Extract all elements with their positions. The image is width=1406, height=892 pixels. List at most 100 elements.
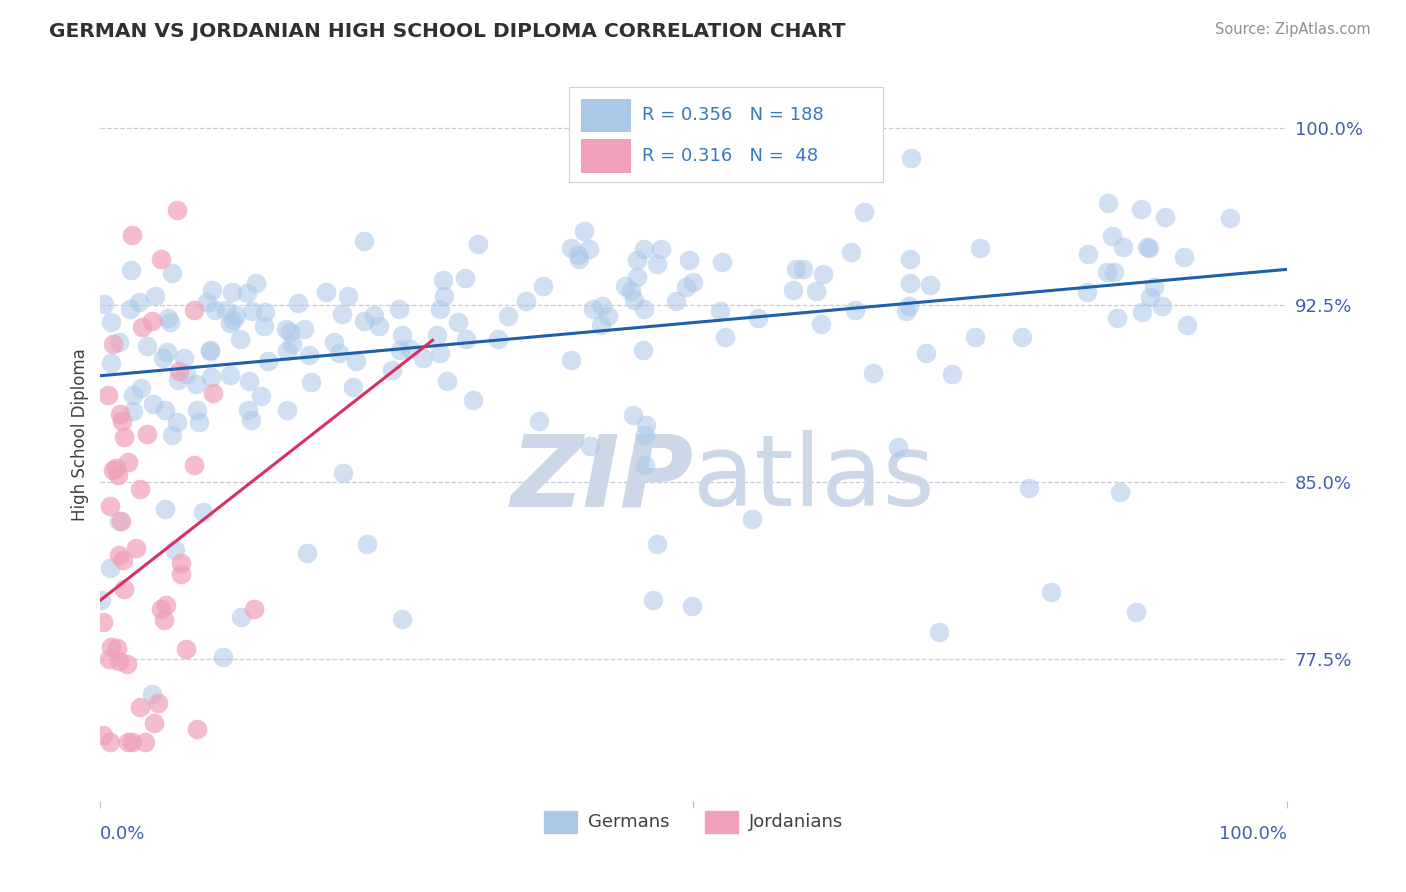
Point [894, 303, 917, 318]
Point [315, 285, 337, 299]
Point [631, 343, 654, 358]
Point [634, 428, 657, 442]
Point [129, 482, 152, 496]
Point [898, 277, 921, 291]
Point [461, 392, 484, 407]
Point [714, 329, 737, 343]
Point [146, 696, 169, 710]
Point [429, 346, 451, 360]
Point [782, 283, 804, 297]
Point [454, 271, 477, 285]
Point [90, 592, 112, 607]
Point [636, 418, 658, 433]
Point [159, 315, 181, 329]
Point [186, 402, 208, 417]
Point [363, 308, 385, 322]
Point [356, 537, 378, 551]
Point [215, 302, 238, 317]
Point [186, 722, 208, 736]
Point [1175, 318, 1198, 332]
Point [131, 381, 153, 395]
Point [100, 356, 122, 370]
Point [433, 289, 456, 303]
Point [153, 502, 176, 516]
Point [276, 343, 298, 358]
Point [281, 337, 304, 351]
Point [228, 332, 250, 346]
Point [98, 500, 121, 514]
Point [193, 506, 215, 520]
Point [681, 599, 703, 614]
Point [675, 280, 697, 294]
FancyBboxPatch shape [581, 98, 630, 132]
Point [1097, 195, 1119, 210]
Text: 100.0%: 100.0% [1219, 825, 1286, 843]
Point [103, 337, 125, 351]
Point [1101, 229, 1123, 244]
Point [432, 273, 454, 287]
Point [257, 354, 280, 368]
Point [515, 293, 537, 308]
Point [200, 343, 222, 357]
Point [342, 379, 364, 393]
Point [391, 612, 413, 626]
Point [120, 263, 142, 277]
Point [591, 318, 613, 332]
Point [898, 252, 921, 266]
Point [174, 642, 197, 657]
Point [195, 295, 218, 310]
Point [709, 304, 731, 318]
Point [152, 351, 174, 366]
Point [93, 297, 115, 311]
Point [785, 261, 807, 276]
Point [353, 314, 375, 328]
Point [1129, 202, 1152, 216]
Point [1097, 265, 1119, 279]
Point [218, 368, 240, 383]
Point [105, 641, 128, 656]
Point [567, 248, 589, 262]
Point [560, 241, 582, 255]
Point [129, 699, 152, 714]
Point [200, 343, 222, 358]
Point [582, 302, 605, 317]
Point [156, 344, 179, 359]
Point [245, 277, 267, 291]
Point [108, 335, 131, 350]
Point [574, 223, 596, 237]
Point [527, 414, 550, 428]
Point [568, 252, 591, 267]
Point [811, 268, 834, 282]
Point [297, 546, 319, 560]
Point [160, 428, 183, 442]
Point [115, 657, 138, 671]
Point [388, 343, 411, 358]
Point [236, 285, 259, 300]
Point [1111, 240, 1133, 254]
Point [337, 289, 360, 303]
Point [225, 308, 247, 322]
Point [914, 346, 936, 360]
Point [254, 305, 277, 319]
Y-axis label: High School Diploma: High School Diploma [72, 349, 89, 521]
FancyBboxPatch shape [581, 139, 630, 172]
Point [1219, 211, 1241, 225]
Point [560, 352, 582, 367]
Point [391, 327, 413, 342]
Point [647, 537, 669, 551]
Point [278, 326, 301, 340]
Point [447, 315, 470, 329]
FancyBboxPatch shape [569, 87, 883, 182]
Point [496, 310, 519, 324]
Point [222, 313, 245, 327]
Point [747, 311, 769, 326]
Point [741, 512, 763, 526]
Point [1076, 285, 1098, 299]
Point [467, 237, 489, 252]
Point [591, 299, 613, 313]
Point [292, 322, 315, 336]
Point [641, 593, 664, 607]
Point [118, 301, 141, 316]
Point [98, 561, 121, 575]
Point [810, 318, 832, 332]
